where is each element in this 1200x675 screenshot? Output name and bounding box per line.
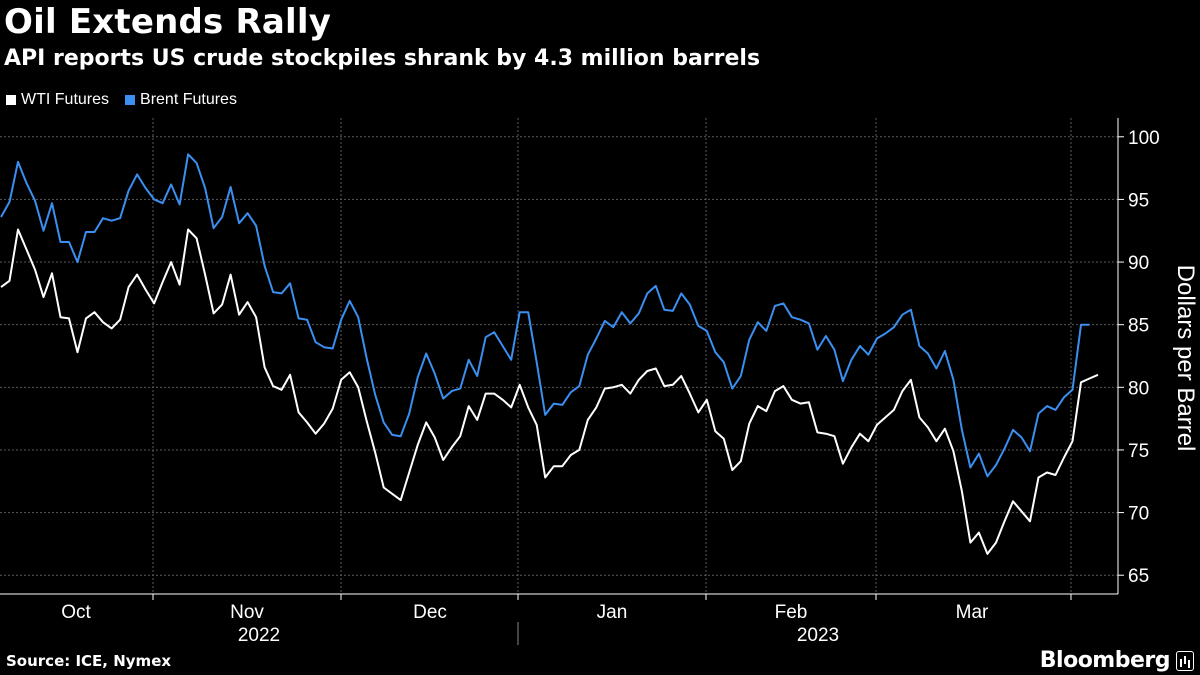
brand-name: Bloomberg <box>1039 648 1171 673</box>
legend-swatch-wti <box>6 95 16 105</box>
y-tick-label: 80 <box>1128 378 1149 399</box>
brand-logo: Bloomberg <box>1040 648 1194 673</box>
legend: WTI Futures Brent Futures <box>6 91 237 109</box>
legend-swatch-brent <box>125 95 136 105</box>
x-tick-label: Nov <box>230 602 264 623</box>
y-tick-label: 75 <box>1128 441 1149 462</box>
x-tick-label: Feb <box>775 602 808 623</box>
year-label: 2023 <box>797 625 839 646</box>
x-tick-label: Jan <box>597 602 628 623</box>
x-tick-label: Dec <box>413 602 447 623</box>
y-axis-title: Dollars per Barrel <box>1172 265 1199 452</box>
legend-item-wti: WTI Futures <box>6 91 109 109</box>
chart-title: Oil Extends Rally <box>4 2 332 42</box>
legend-label-wti: WTI Futures <box>21 91 110 108</box>
y-tick-label: 90 <box>1128 253 1149 274</box>
y-tick-label: 85 <box>1128 316 1149 337</box>
y-tick-label: 65 <box>1128 566 1149 587</box>
legend-label-brent: Brent Futures <box>140 91 237 108</box>
y-tick-label: 70 <box>1128 504 1149 525</box>
bloomberg-chart-icon <box>1176 650 1194 671</box>
legend-item-brent: Brent Futures <box>125 91 237 109</box>
year-label: 2022 <box>238 625 280 646</box>
x-tick-label: Mar <box>956 602 989 623</box>
y-tick-label: 95 <box>1128 190 1149 211</box>
y-tick-label: 100 <box>1128 128 1160 149</box>
x-tick-label: Oct <box>61 602 91 623</box>
brent-line <box>0 153 1090 478</box>
source-note: Source: ICE, Nymex <box>6 652 172 670</box>
wti-line <box>0 228 1099 555</box>
chart-subtitle: API reports US crude stockpiles shrank b… <box>4 46 761 71</box>
